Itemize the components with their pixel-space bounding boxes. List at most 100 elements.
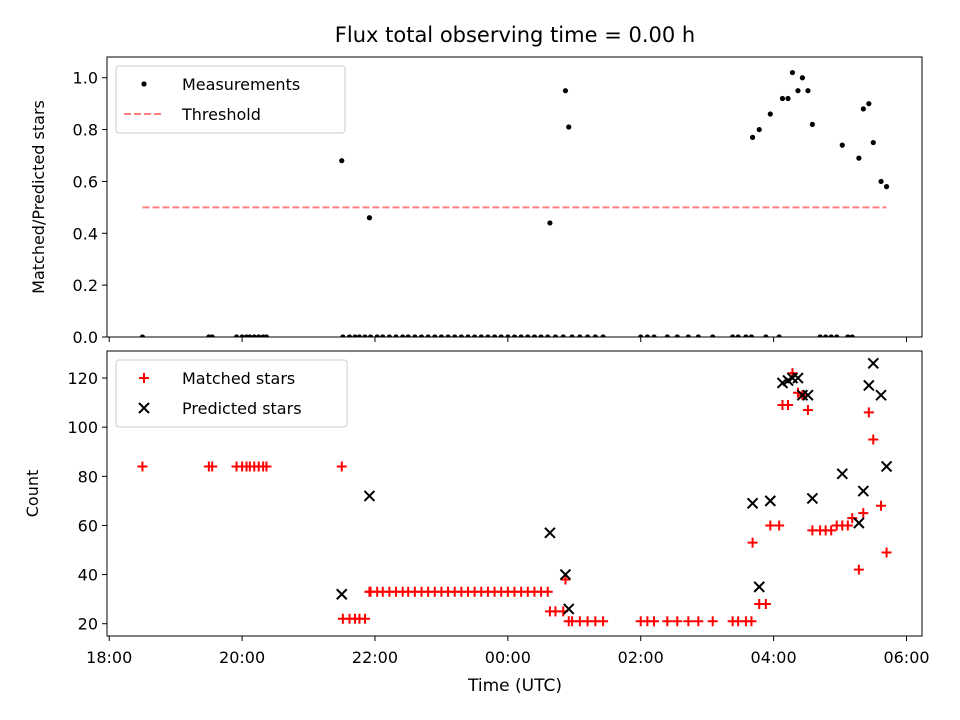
legend-label: Matched stars <box>182 369 295 388</box>
x-tick-label: 18:00 <box>86 648 132 667</box>
top-panel: 0.0 0.2 0.4 0.6 0.8 1.0 Matched/Predicted star… <box>29 56 923 347</box>
data-point <box>765 520 776 531</box>
data-point <box>834 334 840 337</box>
data-point <box>674 334 680 337</box>
data-point <box>735 334 741 337</box>
data-point <box>763 334 769 337</box>
data-point <box>139 334 146 337</box>
data-point <box>743 334 749 337</box>
data-point <box>491 334 498 337</box>
data-point <box>756 126 762 133</box>
data-point <box>662 616 673 627</box>
bottom-panel: 20 40 60 80 100 120 18:00 20:00 22:00 00:00 02:00 0… <box>23 350 930 667</box>
data-point <box>644 334 650 337</box>
data-point <box>458 334 464 337</box>
data-point <box>828 334 834 337</box>
data-point <box>239 334 245 337</box>
legend: Matched stars Predicted stars <box>115 359 348 428</box>
data-point <box>247 334 253 337</box>
legend-label: Measurements <box>182 75 300 94</box>
data-point <box>577 334 583 337</box>
data-point <box>559 568 572 581</box>
data-point <box>374 334 380 337</box>
data-point <box>710 334 716 337</box>
data-point <box>560 574 571 585</box>
data-point <box>452 334 458 337</box>
data-point <box>560 334 566 337</box>
legend-label: Threshold <box>181 105 261 124</box>
data-point <box>366 215 373 221</box>
data-point <box>380 334 386 337</box>
y-tick-label: 0.0 <box>73 328 98 347</box>
data-point <box>600 334 606 337</box>
data-point <box>823 334 829 337</box>
data-point <box>233 334 240 337</box>
data-point <box>336 461 347 472</box>
data-point <box>251 334 257 337</box>
data-point <box>137 461 148 472</box>
x-tick-label: 02:00 <box>618 648 664 667</box>
y-tick-label: 100 <box>67 418 98 437</box>
data-point <box>792 372 804 384</box>
data-point <box>826 525 837 536</box>
data-point <box>749 134 756 140</box>
data-point <box>860 106 866 112</box>
x-tick-label: 00:00 <box>485 648 531 667</box>
data-point <box>340 334 346 337</box>
data-point <box>868 434 879 445</box>
x-axis-label: Time (UTC) <box>467 676 562 696</box>
data-point <box>207 461 218 472</box>
y-tick-label: 80 <box>78 467 98 486</box>
y-tick-label: 1.0 <box>73 69 98 88</box>
data-point <box>753 581 765 593</box>
data-point <box>789 69 796 76</box>
series-matched-stars <box>137 368 892 627</box>
data-point <box>760 599 771 610</box>
data-point <box>805 88 811 94</box>
series-measurements <box>139 69 890 337</box>
data-point <box>842 520 853 531</box>
data-point <box>511 334 518 337</box>
plot-area <box>137 357 893 627</box>
data-point <box>545 334 551 337</box>
data-point <box>866 101 872 107</box>
data-point <box>767 111 773 117</box>
data-point <box>598 616 609 627</box>
data-point <box>783 400 794 411</box>
data-point <box>799 75 806 81</box>
data-point <box>883 184 890 190</box>
data-point <box>505 334 511 337</box>
data-point <box>261 461 272 472</box>
data-point <box>802 404 813 415</box>
data-point <box>356 334 363 337</box>
series-predicted-stars <box>336 357 893 615</box>
data-point <box>849 334 855 337</box>
data-point <box>863 379 875 392</box>
y-axis-label: Count <box>23 470 42 518</box>
data-point <box>362 334 368 337</box>
data-point <box>683 616 694 627</box>
data-point <box>531 334 538 337</box>
data-point <box>367 334 374 337</box>
data-point <box>256 334 262 337</box>
data-point <box>774 520 785 531</box>
data-point <box>425 334 431 337</box>
data-point <box>795 88 801 94</box>
data-point <box>445 334 451 337</box>
data-point <box>485 334 491 337</box>
data-point <box>880 460 893 473</box>
data-point <box>693 616 704 627</box>
data-point <box>764 495 777 507</box>
y-tick-label: 20 <box>78 615 98 634</box>
data-point <box>346 334 353 337</box>
data-point <box>412 334 418 337</box>
x-tick-label: 20:00 <box>219 648 265 667</box>
data-point <box>857 485 870 497</box>
data-point <box>839 142 845 148</box>
data-point <box>870 139 876 146</box>
data-point <box>847 513 858 524</box>
data-point <box>867 357 879 369</box>
data-point <box>263 334 270 337</box>
legend-box <box>115 359 348 428</box>
data-point <box>542 586 553 597</box>
